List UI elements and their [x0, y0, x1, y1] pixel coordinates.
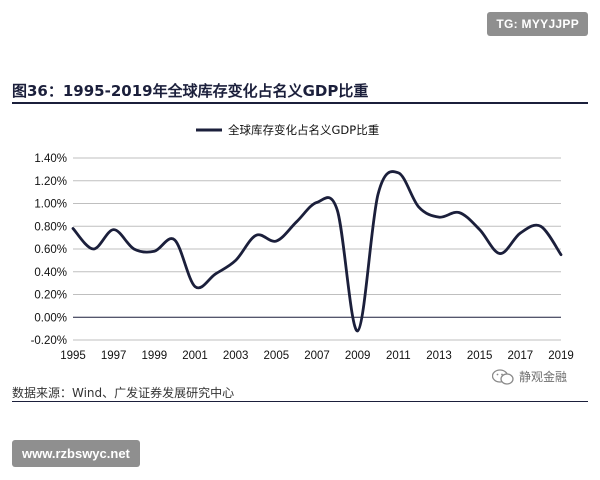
x-tick-label: 2015 [467, 350, 493, 362]
x-tick-label: 2013 [426, 350, 452, 362]
y-tick-label: 1.00% [34, 199, 67, 211]
data-point-2017 [519, 232, 521, 234]
legend-layer: 全球库存变化占名义GDP比重 [196, 123, 379, 137]
title-rule [12, 102, 588, 104]
data-point-2006 [295, 221, 297, 223]
data-point-2010 [377, 193, 379, 195]
data-point-2009 [356, 330, 358, 332]
x-tick-label: 2005 [264, 350, 290, 362]
x-tick-label: 2011 [386, 350, 411, 362]
wechat-watermark: 静观金融 [491, 368, 568, 385]
wechat-label: 静观金融 [519, 370, 568, 384]
site-url-badge[interactable]: www.rzbswyc.net [12, 440, 140, 467]
series-line [71, 170, 563, 333]
data-point-2013 [438, 216, 440, 218]
y-tick-label: 1.40% [34, 153, 67, 165]
data-point-2018 [539, 225, 541, 227]
data-point-2012 [417, 206, 419, 208]
x-tick-label: 2007 [304, 350, 330, 362]
y-tick-label: -0.20% [31, 335, 67, 347]
data-point-2015 [478, 228, 480, 230]
data-point-1997 [112, 228, 114, 230]
x-tick-label: 2003 [223, 350, 249, 362]
data-point-2008 [336, 209, 338, 211]
figure-title: 图36：1995-2019年全球库存变化占名义GDP比重 [12, 82, 369, 100]
data-point-1999 [153, 250, 155, 252]
data-point-2002 [214, 273, 216, 275]
y-tick-label: 0.40% [34, 267, 67, 279]
data-point-2005 [275, 240, 277, 242]
data-point-2016 [499, 252, 501, 254]
data-point-1995 [72, 227, 74, 229]
source-rule [12, 401, 588, 402]
data-point-2007 [316, 201, 318, 203]
watermark-tg-badge: TG: MYYJJPP [487, 12, 588, 36]
x-tick-label: 2019 [548, 350, 574, 362]
axis-layer: -0.20% 0.00% 0.20% 0.40% 0.60% 0.80% 1.00% 1.20… [31, 153, 574, 362]
legend-label: 全球库存变化占名义GDP比重 [228, 123, 379, 137]
data-point-2011 [397, 172, 399, 174]
data-point-2014 [458, 211, 460, 213]
x-tick-label: 1999 [142, 350, 168, 362]
y-tick-label: 0.60% [34, 244, 67, 256]
data-point-2000 [173, 239, 175, 241]
series-layer [71, 170, 563, 333]
grid-layer [73, 157, 561, 341]
data-point-2004 [255, 234, 257, 236]
x-tick-label: 2017 [508, 350, 534, 362]
x-tick-label: 2001 [182, 350, 208, 362]
data-point-2019 [560, 253, 562, 255]
y-tick-label: 0.80% [34, 221, 67, 233]
wechat-icon [491, 368, 514, 385]
x-tick-label: 2009 [345, 350, 371, 362]
data-point-1998 [133, 248, 135, 250]
y-tick-label: 1.20% [34, 176, 67, 188]
data-point-1996 [92, 248, 94, 250]
source-note: 数据来源：Wind、广发证券发展研究中心 [12, 386, 235, 400]
y-tick-label: 0.20% [34, 290, 67, 302]
y-tick-label: 0.00% [34, 312, 67, 324]
data-point-2003 [234, 259, 236, 261]
x-tick-label: 1995 [60, 350, 86, 362]
x-tick-label: 1997 [101, 350, 127, 362]
data-point-2001 [194, 285, 196, 287]
